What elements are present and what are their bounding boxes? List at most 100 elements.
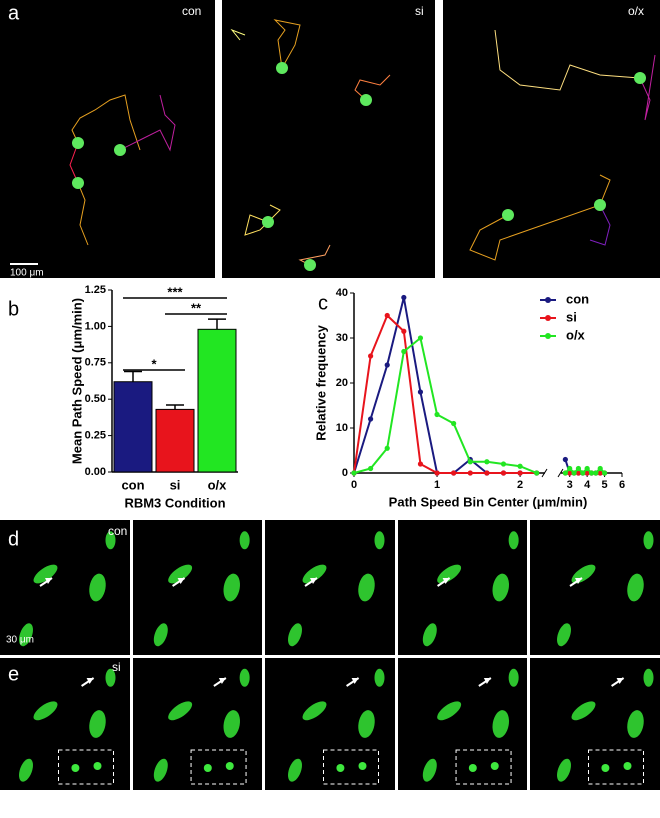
cell bbox=[627, 573, 644, 602]
x-tick-label: con bbox=[121, 477, 144, 492]
scale-label: 100 μm bbox=[10, 268, 44, 279]
cell bbox=[358, 573, 375, 602]
point bbox=[500, 461, 507, 467]
image bbox=[222, 0, 435, 278]
y-tick-label: 20 bbox=[336, 377, 348, 389]
point bbox=[580, 470, 586, 476]
x-tick-label: 3 bbox=[567, 479, 573, 491]
point bbox=[484, 470, 490, 476]
point bbox=[401, 348, 407, 355]
y-tick-label: 0 bbox=[342, 467, 348, 479]
x-axis-title: RBM3 Condition bbox=[124, 495, 225, 510]
panel-label: c bbox=[318, 292, 328, 314]
cell bbox=[19, 758, 33, 782]
cell bbox=[239, 531, 250, 550]
panel-label: d bbox=[8, 528, 19, 550]
x-tick-label: 6 bbox=[619, 479, 625, 491]
bar bbox=[155, 408, 195, 473]
point bbox=[517, 463, 523, 469]
cell bbox=[508, 531, 519, 550]
point bbox=[588, 470, 595, 476]
image bbox=[443, 0, 660, 278]
significance-label: *** bbox=[167, 284, 183, 299]
cell bbox=[437, 701, 462, 721]
point bbox=[575, 465, 582, 472]
scale-label: 30 μm bbox=[6, 635, 34, 646]
cell bbox=[336, 764, 345, 772]
bar bbox=[113, 381, 153, 473]
axis-break bbox=[541, 468, 564, 478]
point bbox=[584, 465, 590, 472]
cell bbox=[643, 531, 654, 550]
arrowhead bbox=[483, 678, 491, 684]
cell bbox=[93, 762, 102, 770]
point bbox=[401, 294, 407, 301]
cell bbox=[302, 701, 327, 721]
arrowhead bbox=[310, 578, 317, 584]
legend-marker bbox=[545, 315, 551, 321]
arrowhead bbox=[45, 578, 52, 584]
point bbox=[368, 416, 374, 422]
point bbox=[517, 470, 523, 476]
y-tick-label: 10 bbox=[336, 422, 348, 434]
panel-label: a bbox=[8, 2, 20, 24]
image-label: con bbox=[108, 524, 127, 538]
line bbox=[353, 313, 537, 474]
cell bbox=[223, 573, 240, 602]
cell bbox=[422, 623, 437, 647]
cell bbox=[33, 701, 58, 721]
arrowhead bbox=[177, 578, 185, 584]
cell bbox=[623, 762, 632, 770]
cell bbox=[374, 668, 385, 687]
point bbox=[467, 470, 473, 476]
point bbox=[584, 470, 590, 476]
cell bbox=[225, 762, 234, 770]
point bbox=[351, 470, 357, 476]
cell bbox=[492, 710, 509, 738]
cell bbox=[468, 764, 477, 772]
point bbox=[593, 470, 599, 476]
y-tick-label: 30 bbox=[336, 332, 348, 344]
cell bbox=[153, 623, 168, 647]
x-tick-label: 5 bbox=[602, 479, 608, 491]
y-tick-label: 0.25 bbox=[85, 430, 106, 442]
y-tick-label: 0.00 bbox=[85, 466, 106, 478]
cell bbox=[508, 668, 519, 687]
point bbox=[575, 470, 582, 476]
line bbox=[353, 336, 538, 474]
cell bbox=[168, 564, 193, 584]
cell bbox=[203, 764, 212, 772]
point bbox=[467, 459, 473, 465]
y-tick-label: 0.75 bbox=[85, 357, 106, 369]
point bbox=[567, 465, 573, 472]
error-bar bbox=[166, 404, 184, 410]
y-tick-label: 40 bbox=[336, 287, 348, 299]
cell bbox=[288, 623, 302, 647]
cell bbox=[557, 623, 571, 647]
x-tick-label: 1 bbox=[434, 479, 440, 491]
arrowhead bbox=[575, 578, 582, 584]
point bbox=[597, 470, 603, 476]
line bbox=[353, 297, 537, 474]
arrowhead bbox=[218, 678, 226, 684]
cell bbox=[71, 764, 80, 772]
y-axis-title: Mean Path Speed (μm/min) bbox=[69, 298, 84, 464]
cell bbox=[490, 762, 499, 770]
legend-label: con bbox=[566, 291, 589, 306]
x-axis-title: Path Speed Bin Center (μm/min) bbox=[389, 494, 588, 509]
cell bbox=[557, 758, 571, 782]
cell bbox=[302, 564, 327, 584]
cell bbox=[571, 701, 596, 721]
cell bbox=[105, 668, 116, 687]
significance-label: * bbox=[151, 356, 157, 371]
arrowhead bbox=[351, 678, 359, 684]
cell bbox=[239, 668, 250, 687]
x-tick-label: 4 bbox=[584, 479, 591, 491]
arrowhead bbox=[86, 678, 94, 684]
point bbox=[484, 459, 490, 465]
arrowhead bbox=[442, 578, 450, 584]
legend-label: si bbox=[566, 309, 577, 324]
cell bbox=[643, 668, 654, 687]
cell bbox=[492, 573, 509, 602]
